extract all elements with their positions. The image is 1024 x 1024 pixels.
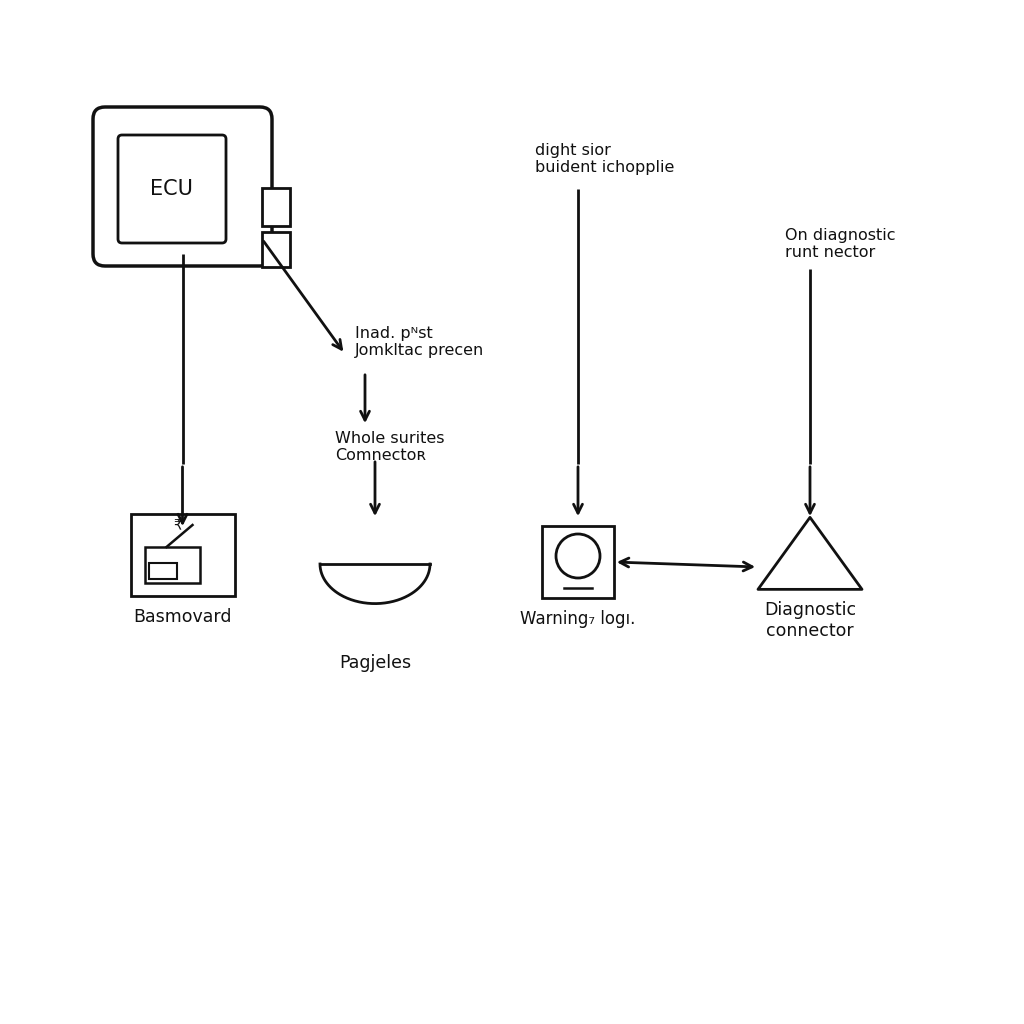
Bar <box>144 547 200 583</box>
Bar <box>542 526 614 598</box>
FancyBboxPatch shape <box>93 106 272 266</box>
Text: Warning₇ logı.: Warning₇ logı. <box>520 610 636 628</box>
Bar <box>148 563 176 579</box>
FancyBboxPatch shape <box>118 135 226 243</box>
Text: Pagjeles: Pagjeles <box>339 654 411 672</box>
Circle shape <box>556 534 600 578</box>
Bar <box>262 188 290 226</box>
Text: dight sior
buident ichopplie: dight sior buident ichopplie <box>535 142 675 175</box>
Bar <box>262 232 290 267</box>
Text: Inad. pᴺst
Jomkltac precen: Inad. pᴺst Jomkltac precen <box>355 326 484 358</box>
Polygon shape <box>758 517 862 590</box>
Text: Basmovard: Basmovard <box>133 608 231 626</box>
Text: Whole surites
Comnectoʀ: Whole surites Comnectoʀ <box>335 431 444 464</box>
Bar <box>130 514 234 596</box>
Text: ₹: ₹ <box>173 518 182 532</box>
Text: ECU: ECU <box>151 179 194 199</box>
Text: On diagnostic
runt nector: On diagnostic runt nector <box>785 227 896 260</box>
Text: Diagnostic
connector: Diagnostic connector <box>764 601 856 640</box>
